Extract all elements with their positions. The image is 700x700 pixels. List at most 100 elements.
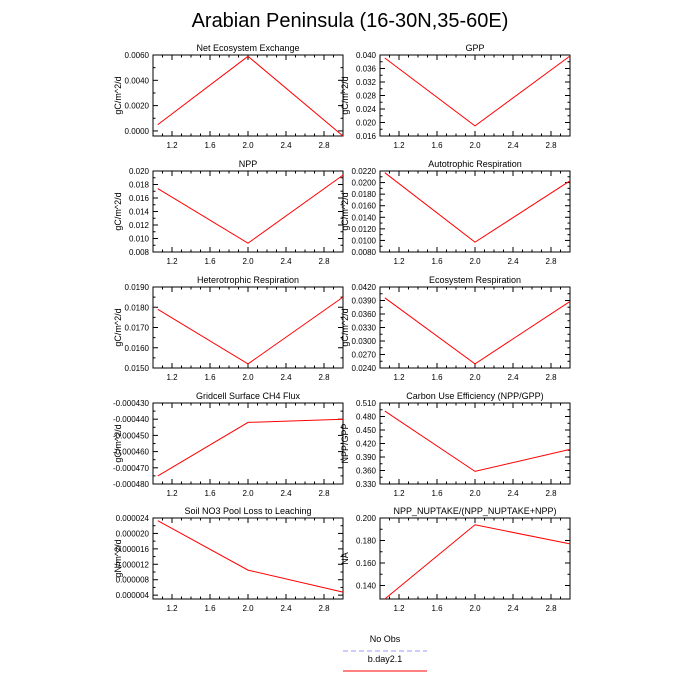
y-tick-label: 0.0160 xyxy=(125,344,150,353)
chart-panel-3: NPP 1.2 1.6 2.0 2.4 2.8 0.008 0.010 0.012 0.014 0.… xyxy=(113,159,344,266)
y-tick-label: 0.0160 xyxy=(352,202,377,211)
x-tick-label: 2.0 xyxy=(242,489,254,498)
y-tick-label: 0.018 xyxy=(129,181,150,190)
y-tick-label: 0.510 xyxy=(356,399,377,408)
y-tick-label: 0.040 xyxy=(356,51,377,60)
y-tick-label: 0.140 xyxy=(356,582,377,591)
y-tick-label: -0.000460 xyxy=(113,448,150,457)
y-tick-label: 0.012 xyxy=(129,221,150,230)
chart-panel-8: Carbon Use Efficiency (NPP/GPP) 1.2 1.6 2.0… xyxy=(340,391,571,498)
x-tick-label: 2.4 xyxy=(280,604,292,613)
x-tick-label: 2.4 xyxy=(280,141,292,150)
plot-frame xyxy=(152,402,344,485)
x-tick-label: 2.0 xyxy=(469,489,481,498)
x-tick-label: 1.2 xyxy=(166,489,178,498)
x-tick-label: 1.6 xyxy=(204,141,216,150)
x-tick-label: 1.2 xyxy=(166,257,178,266)
x-tick-label: 2.4 xyxy=(507,373,519,382)
panel-title: Gridcell Surface CH4 Flux xyxy=(196,391,301,401)
y-tick-label: 0.0100 xyxy=(352,236,377,245)
legend-label: b.day2.1 xyxy=(368,654,403,664)
chart-panel-2: GPP 1.2 1.6 2.0 2.4 2.8 0.016 0.020 0.024 0.028 0.… xyxy=(340,43,571,150)
x-tick-label: 2.8 xyxy=(545,604,557,613)
x-tick-label: 1.6 xyxy=(431,257,443,266)
y-tick-label: 0.000024 xyxy=(116,514,150,523)
x-tick-label: 1.6 xyxy=(204,373,216,382)
x-tick-label: 1.2 xyxy=(393,257,405,266)
plot-frame xyxy=(152,517,344,600)
panel-title: NPP_NUPTAKE/(NPP_NUPTAKE+NPP) xyxy=(394,506,557,516)
y-axis-label: gC/m^2/d xyxy=(113,76,123,114)
x-tick-label: 1.6 xyxy=(204,257,216,266)
y-tick-label: 0.008 xyxy=(129,248,150,257)
x-tick-label: 1.6 xyxy=(431,373,443,382)
panel-title: Heterotrophic Respiration xyxy=(197,275,299,285)
chart-panel-4: Autotrophic Respiration 1.2 1.6 2.0 2.4 2.8 0.… xyxy=(340,159,571,266)
x-tick-label: 2.0 xyxy=(242,604,254,613)
y-tick-label: -0.000480 xyxy=(113,480,150,489)
y-tick-label: 0.200 xyxy=(356,514,377,523)
x-tick-label: 1.6 xyxy=(204,489,216,498)
y-tick-label: 0.390 xyxy=(356,453,377,462)
y-tick-label: 0.450 xyxy=(356,426,377,435)
y-axis-label: gC/m^2/d xyxy=(113,192,123,230)
x-tick-label: 2.8 xyxy=(545,489,557,498)
y-tick-label: 0.0390 xyxy=(352,297,377,306)
x-tick-label: 1.2 xyxy=(393,141,405,150)
legend-label: No Obs xyxy=(370,634,401,644)
y-tick-label: 0.0020 xyxy=(125,102,150,111)
plot-frame xyxy=(379,54,571,137)
x-tick-label: 1.2 xyxy=(393,373,405,382)
chart-panel-5: Heterotrophic Respiration 1.2 1.6 2.0 2.4 2.8… xyxy=(113,275,344,382)
y-tick-label: 0.0240 xyxy=(352,364,377,373)
y-tick-label: 0.020 xyxy=(356,119,377,128)
y-axis-label: gC/m^2/d xyxy=(113,308,123,346)
chart-panel-9: Soil NO3 Pool Loss to Leaching 1.2 1.6 2.0 2… xyxy=(113,506,344,613)
series-line xyxy=(157,296,344,365)
plot-frame xyxy=(379,286,571,369)
y-tick-label: 0.0420 xyxy=(352,283,377,292)
x-tick-label: 2.0 xyxy=(469,141,481,150)
y-tick-label: 0.024 xyxy=(356,105,377,114)
x-tick-label: 2.8 xyxy=(318,257,330,266)
panel-title: NPP xyxy=(239,159,258,169)
x-tick-label: 1.2 xyxy=(166,141,178,150)
y-tick-label: 0.032 xyxy=(356,78,377,87)
y-tick-label: 0.330 xyxy=(356,480,377,489)
x-tick-label: 2.0 xyxy=(242,373,254,382)
x-tick-label: 2.8 xyxy=(545,373,557,382)
y-tick-label: -0.000430 xyxy=(113,399,150,408)
x-tick-label: 2.4 xyxy=(507,257,519,266)
y-tick-label: 0.0060 xyxy=(125,51,150,60)
x-tick-label: 2.4 xyxy=(507,141,519,150)
y-tick-label: 0.000012 xyxy=(116,560,150,569)
y-tick-label: 0.0180 xyxy=(125,303,150,312)
y-tick-label: 0.0200 xyxy=(352,179,377,188)
x-tick-label: 1.2 xyxy=(166,373,178,382)
y-tick-label: 0.0190 xyxy=(125,283,150,292)
y-tick-label: 0.0080 xyxy=(352,248,377,257)
y-tick-label: 0.0360 xyxy=(352,310,377,319)
panel-title: Carbon Use Efficiency (NPP/GPP) xyxy=(406,391,543,401)
y-tick-label: 0.0040 xyxy=(125,76,150,85)
x-tick-label: 2.4 xyxy=(280,257,292,266)
y-tick-label: 0.010 xyxy=(129,235,150,244)
x-tick-label: 2.4 xyxy=(507,604,519,613)
y-tick-label: 0.000008 xyxy=(116,576,150,585)
series-line xyxy=(157,418,344,477)
x-tick-label: 1.6 xyxy=(204,604,216,613)
plot-frame xyxy=(379,517,571,600)
series-line xyxy=(157,174,344,244)
x-tick-label: 1.6 xyxy=(431,604,443,613)
legend: No Obs b.day2.1 xyxy=(343,634,427,672)
y-axis-label: gC/m^2/d xyxy=(340,76,350,114)
y-tick-label: -0.000450 xyxy=(113,431,150,440)
y-tick-label: 0.0330 xyxy=(352,324,377,333)
y-tick-label: 0.0300 xyxy=(352,337,377,346)
y-tick-label: 0.0180 xyxy=(352,190,377,199)
y-tick-label: 0.036 xyxy=(356,65,377,74)
series-line xyxy=(384,410,571,472)
y-axis-label: gC/m^2/d xyxy=(340,308,350,346)
panel-title: Autotrophic Respiration xyxy=(428,159,522,169)
